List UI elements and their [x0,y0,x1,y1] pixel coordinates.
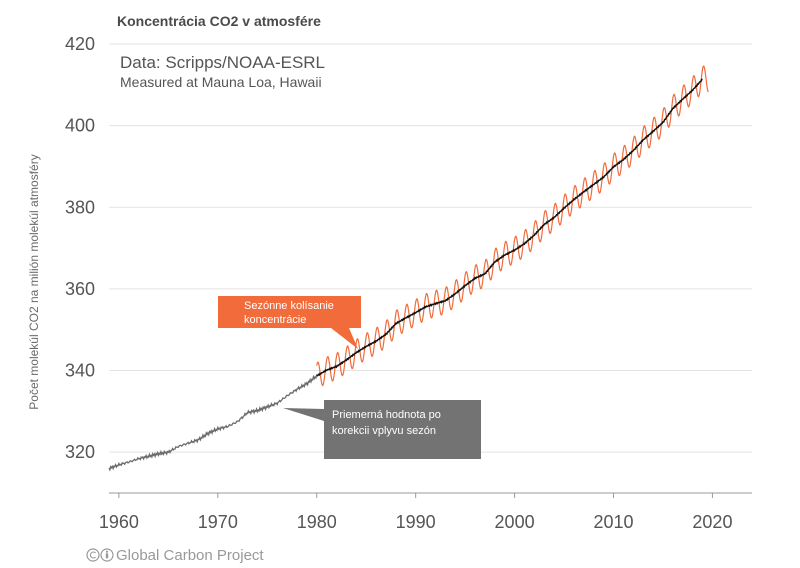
footer-credit-text: Global Carbon Project [116,547,264,564]
series-line-early-average [108,374,318,472]
annotation-average-box [324,400,481,459]
y-tick-label: 380 [65,197,95,217]
y-tick-label: 340 [65,361,95,381]
by-icon [100,548,114,562]
annotation-seasonal-box [218,296,361,328]
y-tick-label: 360 [65,279,95,299]
annotation-seasonal: Sezónne kolísanie koncentrácie [218,296,361,349]
x-tick-labels: 1960 1970 1980 1990 2000 2010 2020 [99,493,732,532]
x-tick-label: 2020 [692,512,732,532]
x-tick-label: 1960 [99,512,139,532]
y-tick-label: 320 [65,442,95,462]
footer-credit: Global Carbon Project [86,547,264,564]
annotation-seasonal-line1: Sezónne kolísanie [244,300,334,312]
x-tick-label: 1980 [297,512,337,532]
y-tick-labels: 320 340 360 380 400 420 [65,34,95,462]
y-tick-label: 400 [65,116,95,136]
annotation-seasonal-pointer [331,328,358,349]
annotation-average: Priemerná hodnota po korekcii vplyvu sez… [283,400,481,459]
annotation-average-line1: Priemerná hodnota po [332,409,441,421]
annotation-average-pointer [283,408,324,421]
x-tick-label: 2000 [495,512,535,532]
measurement-site-text: Measured at Mauna Loa, Hawaii [120,74,322,90]
source-text: Data: Scripps/NOAA-ESRL [120,53,325,72]
series-line-seasonal [316,65,709,387]
gridlines [109,43,752,453]
x-tick-label: 1990 [396,512,436,532]
chart-title: Koncentrácia CO2 v atmosfére [117,13,321,29]
cc-icon [86,548,100,562]
series-line-seasonal-corrected-average [316,78,703,377]
x-tick-label: 2010 [593,512,633,532]
annotation-seasonal-line2: koncentrácie [244,314,306,326]
annotation-average-line2: korekcii vplyvu sezón [332,425,436,437]
y-axis-label: Počet molekúl CO2 na milión molekúl atmo… [27,154,41,409]
x-tick-label: 1970 [198,512,238,532]
y-tick-label: 420 [65,34,95,54]
